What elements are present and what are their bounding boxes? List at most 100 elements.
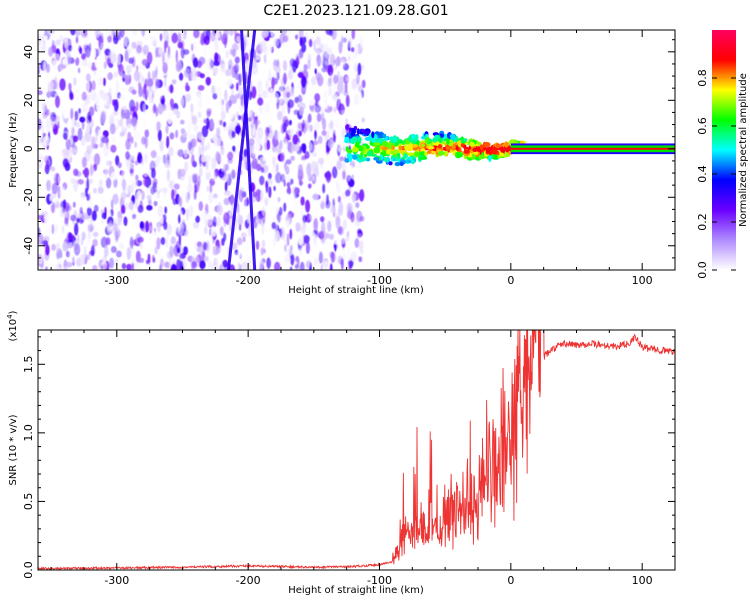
- noise-blob: [81, 231, 86, 241]
- noise-blob: [358, 189, 365, 202]
- noise-blob: [51, 116, 57, 129]
- noise-blob: [266, 139, 271, 151]
- noise-blob: [136, 190, 142, 202]
- noise-blob: [125, 151, 130, 160]
- noise-blob: [120, 204, 126, 214]
- signal-blob: [364, 136, 372, 141]
- noise-blob: [293, 186, 298, 199]
- noise-blob: [192, 39, 197, 50]
- noise-blob: [135, 217, 140, 230]
- noise-blob: [76, 185, 81, 197]
- spectrogram-x-tick-label: -100: [367, 274, 392, 287]
- noise-blob: [298, 130, 303, 137]
- noise-blob: [169, 84, 174, 94]
- noise-blob: [127, 131, 132, 142]
- noise-blob: [236, 237, 243, 246]
- signal-blob: [346, 132, 353, 137]
- noise-blob: [198, 167, 203, 177]
- noise-blob: [303, 234, 310, 244]
- signal-blob: [366, 151, 373, 157]
- noise-blob: [361, 206, 365, 212]
- noise-blob: [229, 209, 234, 218]
- noise-blob: [277, 210, 281, 223]
- noise-blob: [266, 257, 272, 269]
- noise-blob: [170, 236, 176, 245]
- noise-blob: [39, 141, 45, 152]
- signal-blob: [344, 158, 350, 163]
- noise-blob: [223, 30, 229, 38]
- noise-blob: [110, 246, 117, 253]
- noise-blob: [155, 68, 158, 79]
- noise-blob: [71, 125, 75, 137]
- noise-blob: [302, 214, 308, 223]
- noise-blob: [140, 241, 143, 250]
- noise-blob: [300, 196, 305, 206]
- noise-blob: [183, 49, 190, 55]
- noise-blob: [119, 30, 125, 38]
- noise-blob: [134, 261, 141, 268]
- colorbar-tick-label: 0.2: [696, 213, 709, 231]
- noise-blob: [68, 82, 72, 91]
- noise-blob: [210, 118, 214, 128]
- noise-blob: [359, 216, 365, 222]
- noise-blob: [224, 143, 230, 153]
- noise-blob: [137, 236, 144, 243]
- noise-blob: [267, 126, 270, 134]
- noise-blob: [134, 141, 137, 148]
- noise-blob: [290, 155, 295, 161]
- colorbar-ticks: 0.0 0.2 0.4 0.6 0.8: [696, 69, 736, 279]
- noise-blob: [118, 94, 126, 101]
- noise-blob: [332, 166, 338, 179]
- noise-blob: [101, 196, 105, 209]
- signal-blob: [366, 145, 370, 150]
- noise-blob: [68, 152, 72, 158]
- noise-blob: [273, 239, 276, 246]
- noise-blob: [189, 81, 193, 87]
- noise-blob: [289, 228, 293, 240]
- signal-blob: [478, 154, 485, 160]
- noise-blob: [51, 166, 56, 172]
- noise-blob: [132, 106, 137, 117]
- noise-blob: [142, 165, 149, 177]
- noise-blob: [58, 64, 64, 71]
- noise-blob: [53, 53, 61, 62]
- noise-blob: [254, 117, 258, 131]
- noise-blob: [99, 89, 103, 96]
- noise-blob: [97, 77, 104, 86]
- spectrogram-frame: [37, 29, 676, 271]
- noise-blob: [65, 139, 71, 150]
- noise-blob: [290, 205, 297, 214]
- noise-blob: [38, 177, 41, 190]
- noise-blob: [321, 113, 324, 125]
- noise-blob: [234, 30, 237, 36]
- noise-blob: [172, 162, 178, 171]
- signal-blob: [425, 137, 430, 144]
- noise-blob: [141, 88, 149, 99]
- noise-blob: [259, 175, 265, 186]
- noise-blob: [153, 103, 157, 113]
- noise-blob: [139, 221, 145, 230]
- noise-blob: [195, 215, 201, 223]
- noise-blob: [80, 212, 88, 221]
- noise-blob: [255, 143, 261, 151]
- noise-blob: [358, 92, 362, 105]
- noise-blob: [61, 225, 65, 234]
- noise-blob: [75, 57, 80, 66]
- noise-blob: [45, 244, 50, 256]
- noise-blob: [118, 242, 124, 250]
- noise-blob: [255, 54, 261, 61]
- noise-blob: [103, 61, 107, 69]
- noise-blob: [328, 122, 332, 129]
- noise-blob: [134, 199, 139, 210]
- noise-blob: [275, 163, 279, 173]
- noise-blob: [279, 139, 283, 150]
- noise-blob: [237, 202, 240, 214]
- noise-blob: [201, 210, 208, 220]
- noise-blob: [93, 69, 97, 76]
- noise-blob: [229, 194, 235, 206]
- signal-blob: [371, 139, 376, 143]
- noise-blob: [285, 175, 291, 183]
- noise-blob: [346, 231, 350, 237]
- spectrogram-y-tick-label: 40: [22, 45, 35, 59]
